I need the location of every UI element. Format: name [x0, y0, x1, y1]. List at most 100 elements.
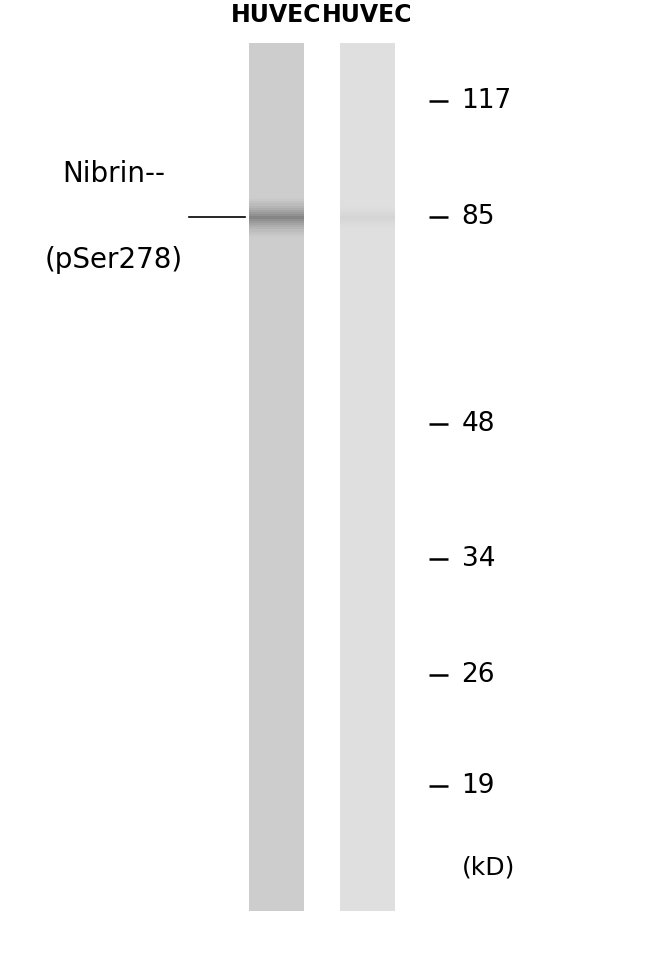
Bar	[248, 188, 304, 191]
Bar	[248, 630, 304, 633]
Bar	[248, 509, 304, 512]
Bar	[339, 60, 395, 63]
Bar	[339, 804, 395, 807]
Bar	[339, 474, 395, 477]
Bar	[248, 904, 304, 906]
Bar	[339, 165, 395, 167]
Bar	[248, 592, 304, 594]
Bar	[248, 205, 304, 208]
Bar	[339, 873, 395, 876]
Bar	[248, 125, 304, 128]
Bar	[339, 160, 395, 163]
Bar	[339, 353, 395, 356]
Bar	[248, 552, 304, 555]
Bar	[248, 726, 304, 729]
Bar	[248, 687, 304, 690]
Bar	[339, 715, 395, 718]
Bar	[248, 731, 304, 734]
Bar	[339, 633, 395, 635]
Bar	[339, 273, 395, 276]
Bar	[339, 240, 395, 243]
Bar	[339, 668, 395, 670]
Bar	[248, 65, 304, 67]
Bar	[339, 630, 395, 633]
Bar	[248, 887, 304, 889]
Bar	[248, 311, 304, 314]
Bar	[339, 570, 395, 573]
Bar	[248, 765, 304, 767]
Bar	[248, 743, 304, 746]
Bar	[339, 731, 395, 734]
Bar	[248, 557, 304, 559]
Bar	[248, 212, 304, 215]
Bar	[248, 71, 304, 74]
Bar	[339, 52, 395, 54]
Bar	[339, 663, 395, 666]
Bar	[339, 229, 395, 232]
Bar	[248, 203, 304, 206]
Bar	[248, 481, 304, 484]
Bar	[339, 249, 395, 252]
Bar	[248, 214, 304, 217]
Bar	[248, 870, 304, 871]
Bar	[248, 821, 304, 824]
Bar	[339, 335, 395, 338]
Bar	[248, 815, 304, 817]
Bar	[339, 223, 395, 226]
Bar	[339, 659, 395, 661]
Text: HUVEC: HUVEC	[231, 3, 322, 27]
Bar	[339, 627, 395, 629]
Bar	[248, 309, 304, 312]
Bar	[248, 492, 304, 495]
Bar	[248, 691, 304, 694]
Bar	[339, 151, 395, 154]
Bar	[248, 139, 304, 141]
Bar	[339, 896, 395, 898]
Bar	[339, 54, 395, 56]
Bar	[248, 580, 304, 583]
Bar	[339, 110, 395, 113]
Bar	[339, 401, 395, 403]
Bar	[339, 604, 395, 607]
Bar	[339, 585, 395, 588]
Bar	[339, 870, 395, 871]
Bar	[339, 188, 395, 191]
Bar	[248, 656, 304, 659]
Bar	[339, 837, 395, 840]
Bar	[248, 570, 304, 573]
Bar	[339, 434, 395, 436]
Bar	[339, 106, 395, 109]
Bar	[248, 358, 304, 360]
Bar	[248, 370, 304, 373]
Bar	[339, 514, 395, 517]
Bar	[248, 674, 304, 677]
Bar	[339, 674, 395, 677]
Bar	[248, 87, 304, 89]
Bar	[248, 195, 304, 198]
Bar	[248, 559, 304, 562]
Bar	[248, 281, 304, 284]
Bar	[339, 49, 395, 52]
Bar	[339, 356, 395, 358]
Bar	[248, 266, 304, 269]
Text: 85: 85	[462, 204, 495, 229]
Bar	[248, 285, 304, 288]
Bar	[248, 711, 304, 713]
Bar	[339, 576, 395, 579]
Bar	[248, 101, 304, 104]
Bar	[339, 500, 395, 503]
Bar	[339, 538, 395, 540]
Bar	[248, 780, 304, 783]
Bar	[248, 709, 304, 711]
Bar	[339, 490, 395, 493]
Bar	[248, 335, 304, 338]
Bar	[339, 531, 395, 534]
Bar	[248, 800, 304, 802]
Bar	[339, 130, 395, 132]
Bar	[339, 201, 395, 203]
Bar	[339, 689, 395, 692]
Bar	[248, 583, 304, 585]
Bar	[339, 522, 395, 524]
Bar	[339, 82, 395, 85]
Bar	[248, 719, 304, 722]
